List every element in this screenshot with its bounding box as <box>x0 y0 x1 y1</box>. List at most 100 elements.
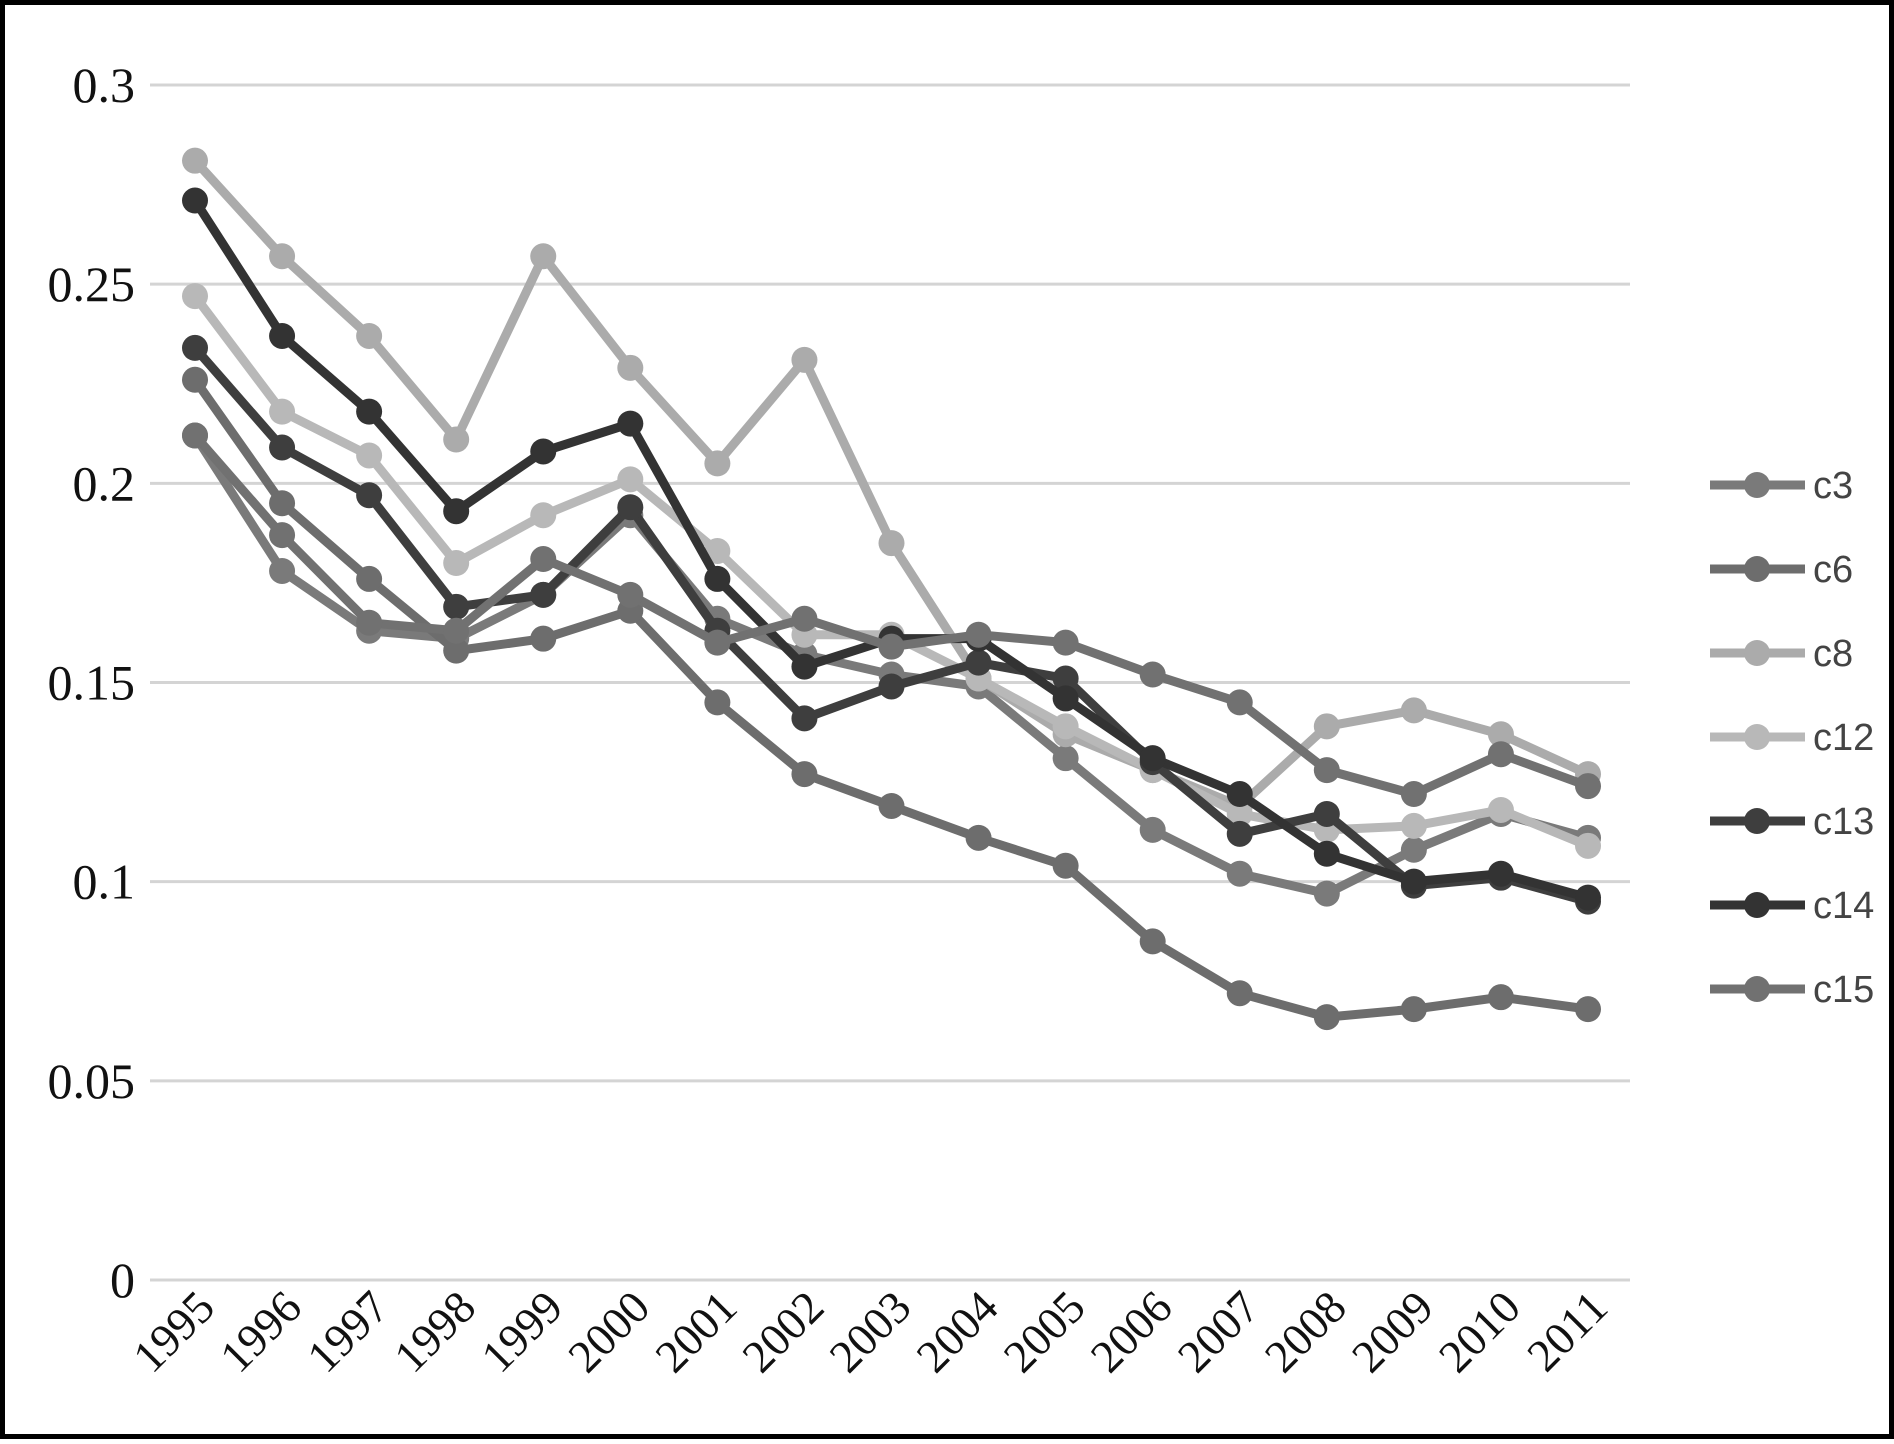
data-point <box>182 187 208 214</box>
data-point <box>1400 996 1427 1023</box>
legend-swatch-marker <box>1744 556 1770 582</box>
x-tick-label: 2000 <box>558 1281 659 1382</box>
data-point <box>878 792 905 819</box>
data-point <box>1226 860 1253 887</box>
data-point <box>1400 781 1427 808</box>
data-point <box>1313 800 1340 827</box>
y-tick-label: 0.2 <box>73 455 136 511</box>
data-point <box>1226 820 1253 847</box>
data-point <box>1400 812 1427 839</box>
legend-swatch-marker <box>1744 808 1770 834</box>
legend-item-c8: c8 <box>1710 633 1853 675</box>
data-point <box>1313 757 1340 784</box>
y-tick-label: 0.25 <box>48 256 136 312</box>
data-point <box>1400 868 1427 895</box>
data-point <box>1575 773 1601 800</box>
x-tick-label: 2009 <box>1342 1281 1443 1382</box>
series-c3 <box>182 422 1601 907</box>
data-point <box>878 530 905 557</box>
data-point <box>1052 713 1079 740</box>
data-point <box>356 482 383 509</box>
data-point <box>791 761 818 788</box>
data-point <box>1575 884 1601 911</box>
data-point <box>182 147 208 174</box>
legend-label: c3 <box>1813 465 1853 507</box>
y-tick-label: 0 <box>110 1252 135 1308</box>
x-tick-label: 2005 <box>994 1281 1095 1382</box>
data-point <box>704 689 731 716</box>
data-point <box>530 243 557 270</box>
data-point <box>530 546 557 573</box>
data-point <box>443 637 470 664</box>
data-point <box>1487 796 1514 823</box>
legend-label: c6 <box>1813 549 1853 591</box>
legend: c3 c6 c8 c12 c13 c14 c15 <box>1710 465 1874 1011</box>
data-point <box>1400 836 1427 863</box>
y-tick-label: 0.15 <box>48 655 136 711</box>
data-point <box>791 653 818 680</box>
series-c15 <box>182 422 1601 808</box>
data-point <box>878 673 905 700</box>
data-point <box>443 593 470 620</box>
data-point <box>1313 713 1340 740</box>
y-tick-label: 0.3 <box>73 57 136 113</box>
legend-label: c12 <box>1813 717 1874 759</box>
data-point <box>1487 984 1514 1011</box>
data-point <box>269 557 296 584</box>
data-point <box>1052 685 1079 712</box>
data-point <box>1139 928 1166 955</box>
series-lines <box>182 147 1601 1031</box>
line-chart: 0 0.05 0.1 0.15 0.2 0.25 0.3 19951996199719981… <box>48 57 1875 1382</box>
data-point <box>269 490 296 517</box>
data-point <box>1487 721 1514 748</box>
data-point <box>791 346 818 373</box>
x-tick-label: 1998 <box>384 1281 485 1382</box>
data-point <box>443 550 470 576</box>
legend-label: c14 <box>1813 885 1874 927</box>
data-point <box>182 422 208 449</box>
data-point <box>1313 880 1340 907</box>
x-tick-label: 2001 <box>645 1281 746 1382</box>
legend-swatch-marker <box>1744 892 1770 918</box>
legend-item-c14: c14 <box>1710 885 1874 927</box>
data-point <box>1313 840 1340 867</box>
data-point <box>356 398 383 425</box>
data-point <box>1487 860 1514 887</box>
data-point <box>443 426 470 453</box>
x-tick-label: 1996 <box>210 1281 311 1382</box>
series-line <box>190 431 1593 799</box>
data-point <box>1052 629 1079 656</box>
data-point <box>269 243 296 270</box>
data-point <box>965 824 992 851</box>
legend-item-c13: c13 <box>1710 801 1874 843</box>
legend-swatch-marker <box>1744 724 1770 750</box>
y-tick-label: 0.05 <box>48 1053 136 1109</box>
data-point <box>704 629 731 656</box>
y-tick-label: 0.1 <box>73 854 136 910</box>
legend-swatch-marker <box>1744 640 1770 666</box>
data-point <box>182 283 208 310</box>
data-point <box>269 522 296 549</box>
legend-swatch-marker <box>1744 976 1770 1002</box>
data-point <box>791 605 818 632</box>
data-point <box>617 494 644 521</box>
x-axis-ticks: 1995199619971998199920002001200220032004… <box>123 1281 1617 1382</box>
legend-label: c13 <box>1813 801 1874 843</box>
x-tick-label: 2011 <box>1517 1281 1617 1381</box>
x-tick-label: 2002 <box>732 1281 833 1382</box>
x-tick-label: 2008 <box>1255 1281 1356 1382</box>
data-point <box>617 410 644 437</box>
data-point <box>1052 665 1079 692</box>
x-tick-label: 1995 <box>123 1281 224 1382</box>
data-point <box>1139 661 1166 688</box>
data-point <box>617 581 644 608</box>
data-point <box>1052 745 1079 772</box>
data-point <box>704 538 731 565</box>
data-point <box>269 434 296 461</box>
legend-label: c15 <box>1813 969 1874 1011</box>
data-point <box>1400 697 1427 724</box>
data-point <box>182 366 208 393</box>
data-point <box>530 625 557 652</box>
data-point <box>1575 996 1601 1023</box>
